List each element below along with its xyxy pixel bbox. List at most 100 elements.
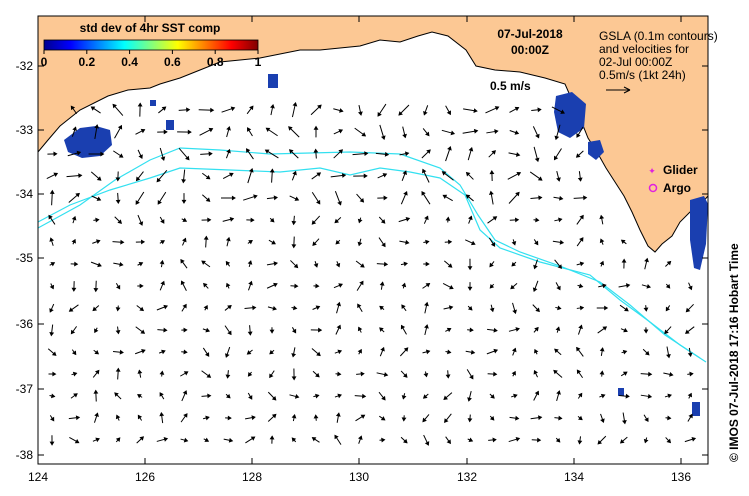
velocity-arrow-head [208,151,213,157]
velocity-arrow-head [553,369,558,375]
velocity-arrow-head [248,395,253,400]
velocity-arrow-head [311,220,317,225]
velocity-arrow-head [448,305,454,311]
velocity-arrow-head [135,200,140,205]
velocity-arrow-head [115,414,121,420]
velocity-arrow-head [115,307,121,312]
velocity-arrow-head [643,329,649,334]
velocity-arrow-head [186,107,191,113]
velocity-arrow-head [469,327,474,333]
x-axis: 124 126 128 130 132 134 136 [28,16,691,484]
velocity-arrow-head [292,102,298,107]
y-tick-label: -33 [16,123,34,137]
velocity-arrow-head [137,369,143,374]
velocity-arrow-head [247,331,253,336]
velocity-arrow-head [664,329,669,335]
velocity-arrow-head [94,349,100,355]
velocity-arrow-head [50,262,56,267]
velocity-arrow-head [357,218,363,224]
velocity-arrow-head [246,350,252,355]
velocity-arrow-head [621,258,627,263]
velocity-arrow-head [94,412,99,418]
velocity-arrow-head [490,242,496,247]
velocity-arrow-head [338,129,344,134]
velocity-arrow-head [465,194,471,199]
velocity-arrow-head [291,244,297,249]
velocity-arrow-head [383,195,388,201]
velocity-arrow-head [315,283,320,289]
velocity-arrow-head [362,393,367,399]
velocity-arrow-head [231,195,236,201]
velocity-arrow-head [383,261,389,267]
velocity-arrow-head [380,135,386,141]
velocity-arrow-head [450,130,456,136]
velocity-arrow-head [473,128,479,134]
velocity-arrow-head [600,393,606,399]
velocity-arrow-head [467,305,473,311]
velocity-arrow-head [491,150,496,155]
scale-label: 0.5 m/s [490,79,531,93]
velocity-arrow-head [207,393,212,399]
velocity-arrow-head [337,201,342,206]
velocity-arrow-head [422,417,427,423]
velocity-arrow-head [337,371,342,377]
velocity-arrow-head [208,127,214,133]
velocity-arrow-head [666,260,672,266]
velocity-arrow-head [271,413,277,419]
velocity-arrow-head [665,306,671,312]
velocity-arrow-head [49,284,55,290]
velocity-arrow-head [335,412,341,417]
velocity-arrow-head [576,346,581,352]
velocity-arrow-head [95,239,101,244]
velocity-arrow-head [535,307,540,313]
velocity-arrow-head [446,110,452,116]
y-tick-label: -32 [16,59,34,73]
velocity-arrow-head [360,263,365,268]
velocity-arrow-head [398,111,403,116]
velocity-arrow-head [493,348,499,354]
velocity-arrow-head [227,304,232,310]
velocity-arrow-head [75,192,80,198]
velocity-arrow-head [337,393,342,399]
velocity-arrow-head [534,157,540,163]
velocity-arrow-head [443,395,448,400]
velocity-arrow-head [183,371,189,376]
velocity-arrow-head [271,240,276,245]
info-line-3: 02-Jul 00:00Z [599,55,672,69]
velocity-arrow-head [644,257,649,263]
velocity-arrow-head [602,326,608,331]
velocity-arrow-head [425,349,431,355]
credit-text: © IMOS 07-Jul-2018 17:16 Hobart Time [727,243,741,462]
velocity-arrow-head [247,372,253,377]
velocity-arrow-head [317,104,322,110]
plot-frame [37,15,709,465]
velocity-arrow-head [312,241,317,247]
velocity-arrow-head [556,285,561,291]
velocity-arrow-head [577,440,583,445]
velocity-arrow-head [205,327,211,333]
y-tick-label: -36 [16,317,34,331]
velocity-arrow-head [49,416,55,422]
velocity-arrow-head [599,370,605,375]
velocity-arrow-head [622,371,628,376]
velocity-arrow-head [226,148,231,154]
velocity-arrow-head [92,306,98,312]
velocity-arrow-head [404,151,410,157]
velocity-arrow-head [511,370,516,376]
velocity-arrow-head [227,330,232,336]
velocity-arrow-head [160,240,165,245]
velocity-arrow-head [377,112,382,117]
velocity-arrow-head [228,437,234,443]
velocity-arrow-head [444,418,449,423]
velocity-arrow-head [201,260,206,265]
velocity-arrow-head [537,176,543,181]
velocity-arrow-head [360,371,365,377]
velocity-arrow-head [163,129,168,135]
velocity-arrow-head [118,153,124,158]
velocity-arrow-head [117,219,122,224]
velocity-arrow-head [489,307,495,313]
velocity-arrow-head [401,282,407,288]
velocity-arrow-head [401,417,407,422]
velocity-arrow-head [511,261,516,267]
